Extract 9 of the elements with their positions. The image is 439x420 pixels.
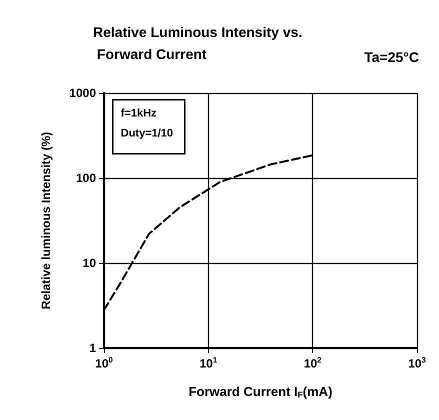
y-axis-title: Relative luminous Intensity (%)	[39, 132, 53, 310]
chart-title: Relative Luminous Intensity vs. Forward Current	[93, 24, 302, 62]
annotation: Duty=1/10	[120, 127, 174, 140]
y-tick-label: 100	[76, 171, 96, 185]
annotation: f=1kHz	[120, 107, 158, 120]
text: Ta=25°C	[364, 49, 420, 65]
y-tick-label: 1	[89, 341, 96, 355]
y-tick-label: 10	[82, 256, 96, 270]
y-tick-label: 1000	[69, 86, 96, 100]
